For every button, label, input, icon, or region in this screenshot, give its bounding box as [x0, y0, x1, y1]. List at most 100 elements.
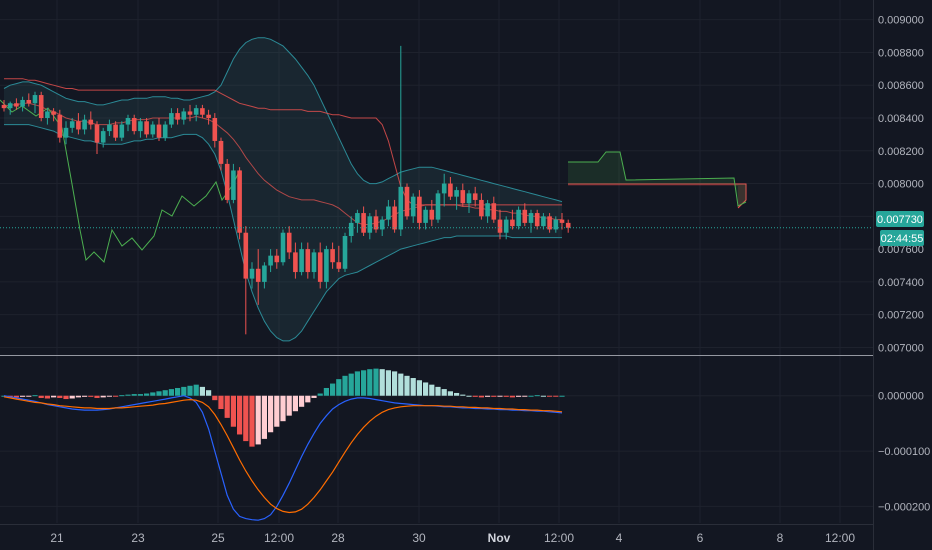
candle-body [435, 193, 441, 220]
macd-histogram-bar [559, 395, 565, 397]
candle-body [113, 124, 118, 138]
candle [243, 226, 249, 335]
candle-body [361, 213, 366, 233]
candle [497, 209, 503, 240]
macd-histogram-bar [51, 395, 57, 398]
candle-body [1, 104, 7, 109]
time-tick-label: 12:00 [825, 531, 855, 545]
candle [398, 45, 404, 236]
candle-body [503, 219, 509, 233]
candle [293, 242, 298, 279]
macd-histogram-bar [416, 380, 422, 396]
candle [311, 249, 317, 279]
macd-histogram-bar [423, 382, 429, 396]
candle [206, 109, 211, 125]
candle-body [51, 111, 56, 115]
macd-histogram-bar [292, 395, 298, 412]
candle [510, 209, 515, 230]
candle [113, 121, 118, 141]
time-axis[interactable]: 21 23 25 12:00 28 30 Nov 12:00 4 6 8 12:00 [50, 531, 855, 545]
candle [348, 216, 354, 243]
candle-body [255, 268, 261, 282]
candle-body [441, 183, 447, 194]
candle [268, 249, 273, 273]
candle [454, 186, 459, 210]
candle [32, 91, 38, 114]
macd-histogram-bar [113, 395, 119, 397]
macd-histogram-bar [466, 395, 472, 397]
candle [472, 186, 478, 207]
candle-body [119, 124, 125, 138]
countdown-badge: 02:44:55 [880, 230, 924, 246]
candle [404, 183, 410, 220]
macd-histogram-bar [478, 395, 484, 398]
macd-histogram-bar [398, 373, 404, 396]
macd-histogram-bar [156, 391, 162, 396]
countdown-badge-bg [880, 230, 924, 246]
candle-body [448, 183, 453, 197]
macd-histogram-bar [274, 395, 280, 427]
macd-histogram-bar [323, 387, 329, 396]
macd-histogram-bar [330, 383, 336, 396]
candle [479, 193, 484, 220]
bb-fill [4, 37, 562, 341]
candle-body [404, 186, 410, 217]
candle-body [528, 213, 534, 223]
macd-histogram-bar [162, 390, 168, 396]
candle-body [317, 252, 323, 282]
macd-histogram-bar [361, 370, 367, 396]
candle [317, 242, 323, 289]
macd-histogram-bar [336, 379, 342, 396]
candle-body [293, 252, 298, 273]
time-tick-label: 25 [211, 531, 225, 545]
macd-axis[interactable]: 0.000000 −0.000100 −0.000200 [878, 391, 930, 514]
time-tick-label: 4 [616, 531, 623, 545]
candle [466, 190, 472, 214]
candle [63, 121, 69, 145]
macd-histogram-bar [348, 373, 354, 396]
macd-histogram-bar [193, 384, 199, 396]
candle [386, 199, 391, 227]
macd-histogram-bar [218, 395, 224, 410]
macd-histogram-bar [69, 395, 75, 399]
macd-histogram-bar [509, 395, 515, 398]
candle [534, 209, 540, 230]
candle-body [460, 190, 466, 204]
macd-histogram-bar [410, 378, 416, 396]
candle [82, 114, 87, 135]
macd-histogram-bar [38, 395, 44, 398]
candle [565, 219, 571, 233]
macd-tick-label: −0.000100 [878, 446, 930, 458]
macd-histogram-bar [32, 395, 38, 397]
macd-tick-label: −0.000200 [878, 501, 930, 513]
candle-body [76, 121, 81, 130]
candle [503, 216, 509, 240]
macd-histogram-bar [181, 386, 187, 396]
macd-histogram-bar [516, 395, 522, 397]
candle [51, 108, 56, 122]
candle [237, 167, 242, 240]
candle-body [541, 216, 546, 227]
candle [324, 245, 329, 289]
candle [119, 121, 125, 141]
candle [131, 114, 137, 135]
candle [373, 209, 379, 233]
macd-histogram-bar [491, 395, 497, 397]
candle-body [69, 121, 75, 128]
candle-body [417, 196, 422, 223]
candle [423, 206, 428, 230]
candle-body [107, 124, 112, 132]
candle-body [262, 265, 267, 282]
macd-histogram-bar [404, 375, 410, 396]
macd-histogram-bar [305, 395, 311, 403]
price-tick-label: 0.008400 [878, 113, 924, 125]
candle-body [355, 213, 360, 223]
macd-histogram-bar [485, 395, 491, 397]
price-tick-label: 0.008000 [878, 179, 924, 191]
candle [88, 111, 94, 130]
candle [255, 249, 261, 305]
candle-body [138, 121, 143, 132]
candle-body [268, 255, 273, 266]
ichimoku-span-green [568, 151, 747, 207]
